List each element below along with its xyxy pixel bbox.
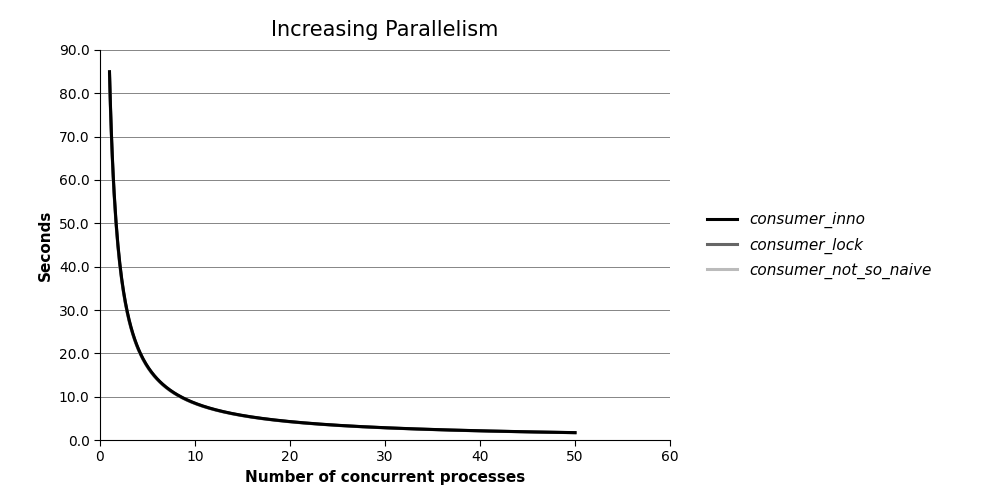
consumer_lock	[325, 422, 337, 428]
Line: consumer_lock: consumer_lock	[110, 74, 575, 432]
consumer_inno	[558, 430, 570, 436]
Line: consumer_not_so_naive: consumer_not_so_naive	[110, 76, 575, 432]
consumer_not_so_naive	[569, 430, 581, 436]
consumer_inno	[327, 422, 339, 428]
consumer_lock	[355, 424, 367, 430]
consumer_not_so_naive	[104, 73, 116, 79]
consumer_lock	[569, 430, 581, 436]
Legend: consumer_inno, consumer_lock, consumer_not_so_naive: consumer_inno, consumer_lock, consumer_n…	[700, 206, 938, 285]
Title: Increasing Parallelism: Increasing Parallelism	[271, 20, 499, 40]
consumer_inno	[104, 68, 116, 74]
Y-axis label: Seconds: Seconds	[38, 210, 53, 280]
consumer_inno	[355, 424, 367, 430]
consumer_lock	[558, 430, 570, 436]
consumer_inno	[325, 422, 337, 428]
consumer_not_so_naive	[485, 428, 497, 434]
consumer_not_so_naive	[381, 425, 393, 431]
consumer_not_so_naive	[327, 422, 339, 428]
consumer_inno	[569, 430, 581, 436]
consumer_inno	[485, 428, 497, 434]
consumer_lock	[104, 71, 116, 77]
consumer_not_so_naive	[558, 430, 570, 436]
consumer_not_so_naive	[355, 424, 367, 430]
consumer_inno	[381, 425, 393, 431]
consumer_lock	[327, 422, 339, 428]
Line: consumer_inno: consumer_inno	[110, 72, 575, 432]
consumer_lock	[485, 428, 497, 434]
consumer_lock	[381, 425, 393, 431]
consumer_not_so_naive	[325, 422, 337, 428]
X-axis label: Number of concurrent processes: Number of concurrent processes	[245, 470, 525, 485]
